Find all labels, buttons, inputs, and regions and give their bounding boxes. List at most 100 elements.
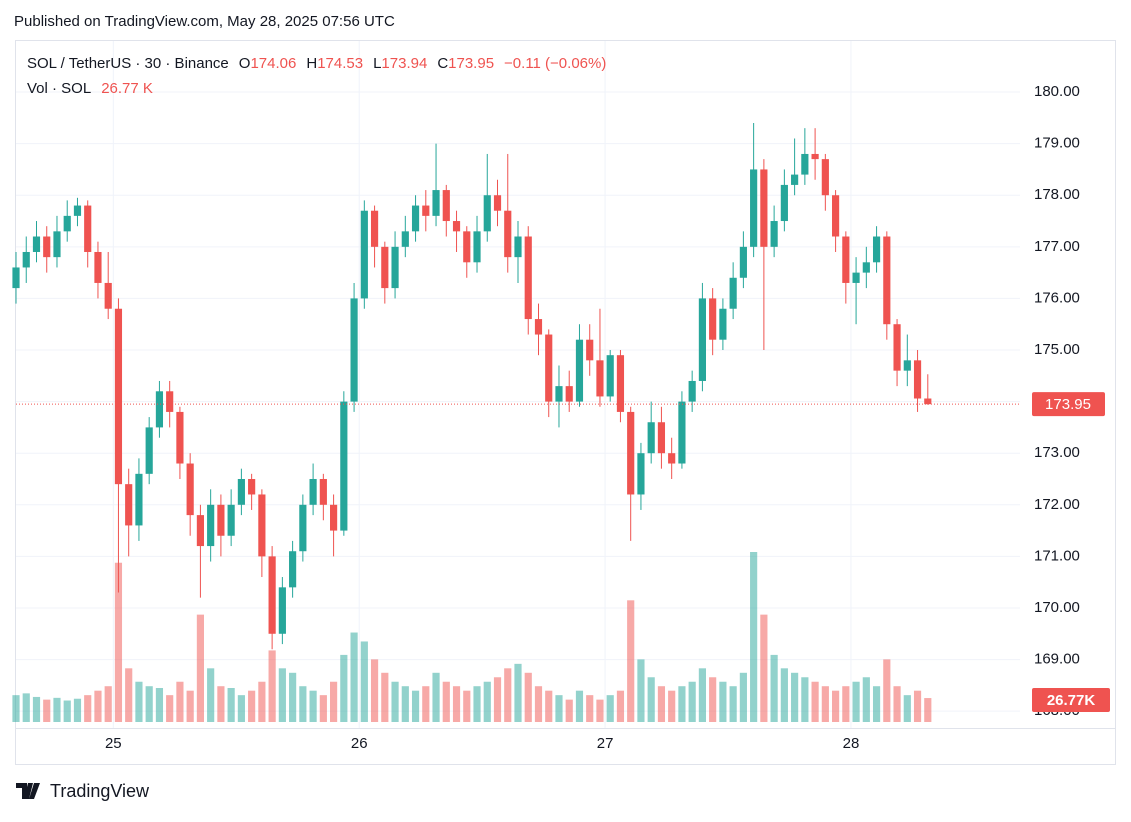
candle-body <box>903 360 911 371</box>
candle-body <box>883 236 891 325</box>
candle-body <box>586 339 594 361</box>
candle-body <box>504 210 512 258</box>
price-tag-label: 173.95 <box>1045 396 1091 413</box>
candle-body <box>73 205 82 216</box>
candle-body <box>350 298 358 402</box>
candle-body <box>145 427 153 474</box>
y-tick-label: 176.00 <box>1034 289 1080 306</box>
ohlc-prefix: O <box>239 55 251 72</box>
volume-bar <box>176 681 184 722</box>
volume-bar <box>32 696 41 722</box>
y-tick-label: 177.00 <box>1034 238 1080 255</box>
volume-bar <box>883 659 891 722</box>
volume-bar <box>709 677 717 722</box>
chart-frame <box>15 40 1116 765</box>
volume-value: 26.77 K <box>101 80 153 97</box>
volume-bar <box>360 641 368 722</box>
volume-bar <box>770 654 778 722</box>
candle-body <box>596 360 604 397</box>
volume-bar <box>12 695 20 722</box>
candle-body <box>381 246 389 289</box>
volume-bar <box>668 690 676 722</box>
volume-bar <box>227 688 235 722</box>
price-tag <box>1032 392 1105 417</box>
volume-bar <box>289 672 297 722</box>
candle-body <box>729 277 737 309</box>
volume-title: Vol · SOL <box>27 80 91 97</box>
logo <box>16 783 40 799</box>
candle-body <box>913 360 922 399</box>
candle-body <box>43 236 51 258</box>
volume-bar <box>913 690 922 722</box>
volume-bar <box>319 695 327 722</box>
volume-bar <box>94 690 102 722</box>
volume-bar <box>729 686 737 722</box>
candle-body <box>217 504 225 536</box>
x-tick-label: 26 <box>351 735 368 752</box>
volume-bar <box>186 690 194 722</box>
volume-bar <box>493 677 502 722</box>
candle-body <box>801 153 809 175</box>
volume-bar <box>545 690 553 722</box>
candle-body <box>401 231 409 247</box>
candle-body <box>309 478 317 505</box>
candle-body <box>698 298 706 381</box>
candle-body <box>360 210 368 299</box>
candle-body <box>534 319 543 335</box>
candle-body <box>268 556 276 634</box>
volume-bar <box>340 654 348 722</box>
legend-header: SOL / TetherUS · 30 · Binance O174.06 H174… <box>27 55 606 72</box>
x-tick-label: 27 <box>597 735 614 752</box>
y-tick-label: 172.00 <box>1034 496 1080 513</box>
candle-body <box>647 422 655 454</box>
volume-bar <box>411 690 420 722</box>
candle-body <box>555 386 563 402</box>
volume-bar <box>760 614 768 722</box>
candle-body <box>791 174 799 185</box>
volume-bar <box>750 552 758 722</box>
candle-body <box>616 355 625 412</box>
volume-bar <box>401 686 409 722</box>
volume-bar <box>381 672 389 722</box>
volume-bar <box>73 698 82 722</box>
volume-bar <box>330 681 338 722</box>
volume-bar <box>616 690 625 722</box>
candle-body <box>289 551 297 588</box>
candle-body <box>422 205 430 216</box>
y-tick-label: 170.00 <box>1034 599 1080 616</box>
candle-body <box>524 236 532 320</box>
candle-body <box>104 282 112 309</box>
candle-body <box>770 221 778 247</box>
volume-bar <box>627 600 635 722</box>
candle-body <box>442 190 450 222</box>
ohlc-prefix: C <box>437 55 448 72</box>
candle-body <box>637 453 645 495</box>
volume-bar <box>125 668 133 722</box>
candle-body <box>227 504 235 536</box>
ohlc-value: 174.06 <box>250 55 296 72</box>
candle-body <box>483 195 491 232</box>
candle-body <box>627 411 635 495</box>
volume-bar <box>698 668 706 722</box>
candle-body <box>258 494 266 557</box>
volume-bar <box>924 698 932 722</box>
candle-body <box>821 159 829 196</box>
volume-bar <box>442 681 450 722</box>
volume-bar <box>370 659 379 722</box>
volume-bar <box>575 690 584 722</box>
volume-bar <box>196 614 204 722</box>
candle-body <box>63 215 71 232</box>
volume-bar <box>84 695 92 722</box>
candle-body <box>811 153 819 160</box>
candle-body <box>473 231 481 263</box>
candle-body <box>657 422 666 454</box>
volume-bar <box>780 668 788 722</box>
volume-bar <box>237 695 245 722</box>
volume-bar <box>473 686 481 722</box>
candle-body <box>237 478 245 505</box>
volume-bar <box>719 681 727 722</box>
candle-body <box>176 411 184 464</box>
volume-bar <box>811 681 819 722</box>
volume-bar <box>463 690 471 722</box>
